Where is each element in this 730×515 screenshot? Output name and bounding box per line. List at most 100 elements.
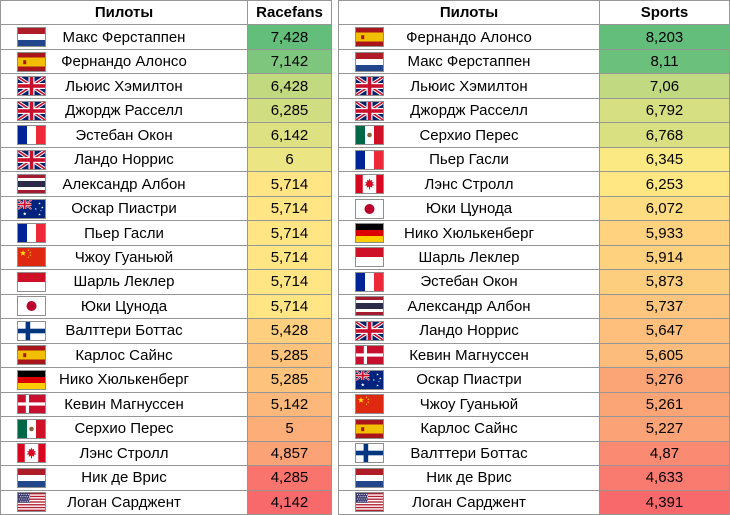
flag-thailand-icon xyxy=(17,174,46,195)
flag-uk-icon xyxy=(355,320,384,341)
driver-name: Эстебан Окон xyxy=(75,126,173,144)
driver-cell: Макс Ферстаппен xyxy=(1,25,248,50)
driver-name: Логан Сарджент xyxy=(412,493,526,511)
driver-cell: Оскар Пиастри xyxy=(339,368,600,393)
driver-name: Серхио Перес xyxy=(419,126,519,144)
driver-name: Лэнс Стролл xyxy=(79,444,169,462)
driver-name: Ник де Врис xyxy=(81,469,167,487)
flag-uk-icon xyxy=(17,149,46,170)
rating-value: 5,914 xyxy=(600,245,730,271)
flag-denmark-icon xyxy=(355,345,384,366)
rating-value: 5,873 xyxy=(600,270,730,295)
driver-name: Пьер Гасли xyxy=(84,224,164,242)
driver-cell: Льюис Хэмилтон xyxy=(339,74,600,99)
flag-australia-icon xyxy=(17,198,46,219)
driver-name: Карлос Сайнс xyxy=(420,420,518,438)
driver-name: Шарль Леклер xyxy=(418,248,520,266)
flag-usa-icon xyxy=(17,492,46,513)
driver-cell: Валттери Боттас xyxy=(1,319,248,344)
flag-china-icon xyxy=(355,394,384,415)
driver-name: Оскар Пиастри xyxy=(71,200,177,218)
driver-cell: Логан Сарджент xyxy=(339,490,600,515)
sports-header: Sports xyxy=(600,1,730,26)
driver-cell: Фернандо Алонсо xyxy=(339,25,600,50)
driver-name: Юки Цунода xyxy=(425,200,513,218)
flag-monaco-icon xyxy=(17,271,46,292)
flag-france-icon xyxy=(355,149,384,170)
driver-name: Логан Сарджент xyxy=(67,493,181,511)
flag-denmark-icon xyxy=(17,394,46,415)
rating-value: 5,227 xyxy=(600,417,730,442)
driver-cell: Александр Албон xyxy=(1,172,248,197)
driver-cell: Пьер Гасли xyxy=(1,221,248,246)
flag-netherlands-icon xyxy=(355,467,384,488)
driver-cell: Юки Цунода xyxy=(339,196,600,222)
driver-cell: Логан Сарджент xyxy=(1,490,248,515)
rating-value: 5,428 xyxy=(248,319,332,344)
driver-cell: Чжоу Гуаньюй xyxy=(1,245,248,271)
driver-cell: Макс Ферстаппен xyxy=(339,49,600,75)
table-divider xyxy=(332,0,338,515)
flag-mexico-icon xyxy=(355,125,384,146)
flag-france-icon xyxy=(17,223,46,244)
driver-cell: Оскар Пиастри xyxy=(1,196,248,222)
rating-value: 7,428 xyxy=(248,25,332,50)
rating-value: 5,737 xyxy=(600,294,730,320)
driver-name: Ландо Норрис xyxy=(419,322,519,340)
driver-name: Лэнс Стролл xyxy=(424,175,514,193)
driver-name: Ник де Врис xyxy=(426,469,512,487)
driver-name: Карлос Сайнс xyxy=(75,346,173,364)
driver-cell: Юки Цунода xyxy=(1,294,248,320)
driver-cell: Джордж Расселл xyxy=(339,98,600,124)
rating-value: 5,285 xyxy=(248,343,332,369)
rating-value: 4,87 xyxy=(600,441,730,467)
driver-name: Серхио Перес xyxy=(74,420,174,438)
rating-value: 7,06 xyxy=(600,74,730,99)
rating-value: 5,605 xyxy=(600,343,730,369)
driver-cell: Шарль Леклер xyxy=(1,270,248,295)
rating-value: 7,142 xyxy=(248,49,332,75)
flag-thailand-icon xyxy=(355,296,384,317)
driver-cell: Фернандо Алонсо xyxy=(1,49,248,75)
driver-name: Эстебан Окон xyxy=(420,273,518,291)
flag-spain-icon xyxy=(17,345,46,366)
flag-netherlands-icon xyxy=(355,51,384,72)
flag-canada-icon xyxy=(355,174,384,195)
driver-cell: Ландо Норрис xyxy=(339,319,600,344)
driver-name: Фернандо Алонсо xyxy=(406,28,532,46)
driver-cell: Ландо Норрис xyxy=(1,147,248,173)
rating-value: 8,203 xyxy=(600,25,730,50)
flag-spain-icon xyxy=(355,27,384,48)
flag-germany-icon xyxy=(17,369,46,390)
flag-finland-icon xyxy=(355,443,384,464)
driver-name: Кевин Магнуссен xyxy=(409,346,529,364)
rating-value: 5,714 xyxy=(248,294,332,320)
rating-value: 5,142 xyxy=(248,392,332,418)
flag-uk-icon xyxy=(17,100,46,121)
flag-japan-icon xyxy=(355,198,384,219)
driver-name: Нико Хюлькенберг xyxy=(59,371,189,389)
driver-name: Макс Ферстаппен xyxy=(62,28,186,46)
flag-france-icon xyxy=(17,125,46,146)
driver-name: Ландо Норрис xyxy=(74,151,174,169)
driver-cell: Карлос Сайнс xyxy=(1,343,248,369)
rating-value: 5,285 xyxy=(248,368,332,393)
flag-uk-icon xyxy=(355,76,384,97)
pilots-header: Пилоты xyxy=(1,1,248,26)
driver-name: Нико Хюлькенберг xyxy=(404,224,534,242)
rating-value: 5,714 xyxy=(248,270,332,295)
driver-cell: Александр Албон xyxy=(339,294,600,320)
driver-cell: Валттери Боттас xyxy=(339,441,600,467)
driver-name: Валттери Боттас xyxy=(65,322,183,340)
driver-cell: Нико Хюлькенберг xyxy=(339,221,600,246)
rating-value: 6,142 xyxy=(248,123,332,148)
driver-name: Чжоу Гуаньюй xyxy=(74,248,174,266)
driver-name: Фернандо Алонсо xyxy=(61,53,187,71)
flag-monaco-icon xyxy=(355,247,384,268)
rating-value: 4,391 xyxy=(600,490,730,515)
sports-table: Пилоты Sports Фернандо Алонсо 8,203 Макс Ф… xyxy=(338,0,730,515)
driver-cell: Кевин Магнуссен xyxy=(1,392,248,418)
rating-value: 5,714 xyxy=(248,245,332,271)
flag-uk-icon xyxy=(355,100,384,121)
rating-value: 5,714 xyxy=(248,196,332,222)
